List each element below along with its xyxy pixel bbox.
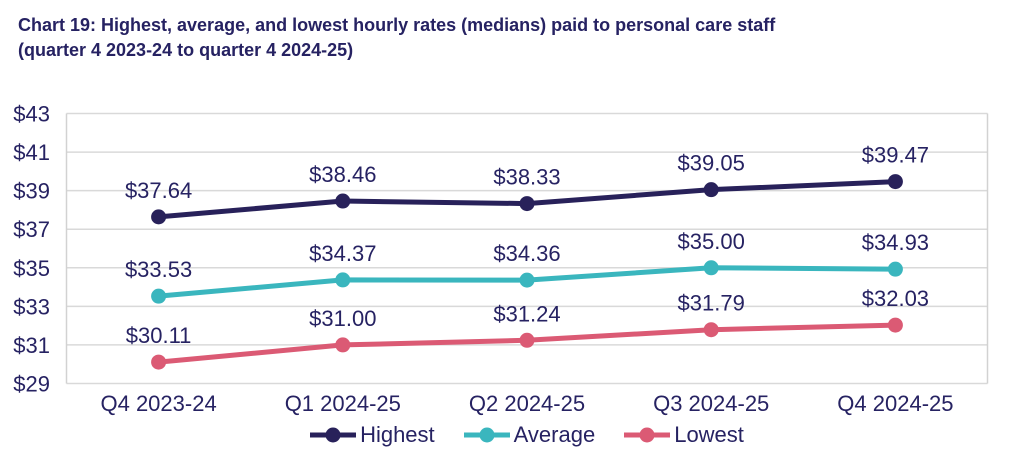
data-point-highest — [335, 193, 351, 209]
legend-label-average: Average — [513, 422, 596, 447]
data-point-average — [703, 260, 719, 276]
data-point-average — [887, 261, 903, 277]
data-point-average — [151, 288, 167, 304]
x-axis-label: Q4 2024-25 — [837, 391, 953, 416]
legend-marker-highest-icon — [310, 427, 357, 443]
x-axis-label: Q4 2023-24 — [100, 391, 216, 416]
y-tick-label: $29 — [13, 372, 50, 397]
data-label-average: $34.93 — [862, 230, 929, 255]
legend-item-lowest: Lowest — [623, 422, 744, 448]
data-point-lowest — [887, 317, 903, 333]
data-point-lowest — [151, 354, 167, 370]
data-point-lowest — [519, 332, 535, 348]
data-label-average: $34.36 — [493, 241, 560, 266]
chart-title-line2: (quarter 4 2023-24 to quarter 4 2024-25) — [18, 40, 354, 60]
y-tick-label: $31 — [13, 333, 50, 358]
data-point-highest — [151, 209, 167, 225]
y-tick-label: $37 — [13, 217, 50, 242]
legend-label-highest: Highest — [360, 422, 435, 447]
legend-label-lowest: Lowest — [674, 422, 744, 447]
x-axis-label: Q2 2024-25 — [469, 391, 585, 416]
x-axis-label: Q1 2024-25 — [285, 391, 401, 416]
data-point-highest — [703, 182, 719, 198]
legend-marker-lowest-icon — [624, 427, 671, 443]
data-label-highest: $39.05 — [678, 151, 745, 176]
chart-legend: Highest Average Lowest — [66, 419, 987, 451]
legend-marker-average-icon — [463, 427, 510, 443]
data-label-lowest: $31.24 — [493, 301, 560, 326]
y-tick-label: $33 — [13, 294, 50, 319]
data-label-highest: $39.47 — [862, 143, 929, 168]
data-label-average: $33.53 — [125, 257, 192, 282]
data-point-highest — [519, 196, 535, 212]
data-point-highest — [887, 174, 903, 190]
data-point-lowest — [335, 337, 351, 353]
legend-item-highest: Highest — [309, 422, 435, 448]
data-point-average — [335, 272, 351, 288]
data-label-highest: $38.33 — [493, 165, 560, 190]
data-label-lowest: $32.03 — [862, 286, 929, 311]
data-label-average: $34.37 — [309, 241, 376, 266]
y-tick-label: $43 — [13, 102, 50, 127]
y-tick-label: $39 — [13, 179, 50, 204]
data-label-average: $35.00 — [678, 229, 745, 254]
chart-title-line1: Chart 19: Highest, average, and lowest h… — [18, 15, 776, 35]
chart-title: Chart 19: Highest, average, and lowest h… — [18, 13, 973, 63]
data-label-highest: $38.46 — [309, 162, 376, 187]
data-label-lowest: $30.11 — [126, 323, 192, 348]
data-label-lowest: $31.00 — [309, 306, 376, 331]
data-label-highest: $37.64 — [125, 178, 192, 203]
y-tick-label: $41 — [13, 140, 50, 165]
data-point-average — [519, 272, 535, 288]
data-point-lowest — [703, 322, 719, 338]
legend-item-average: Average — [463, 422, 596, 448]
y-tick-label: $35 — [13, 256, 50, 281]
x-axis-label: Q3 2024-25 — [653, 391, 769, 416]
data-label-lowest: $31.79 — [678, 291, 745, 316]
